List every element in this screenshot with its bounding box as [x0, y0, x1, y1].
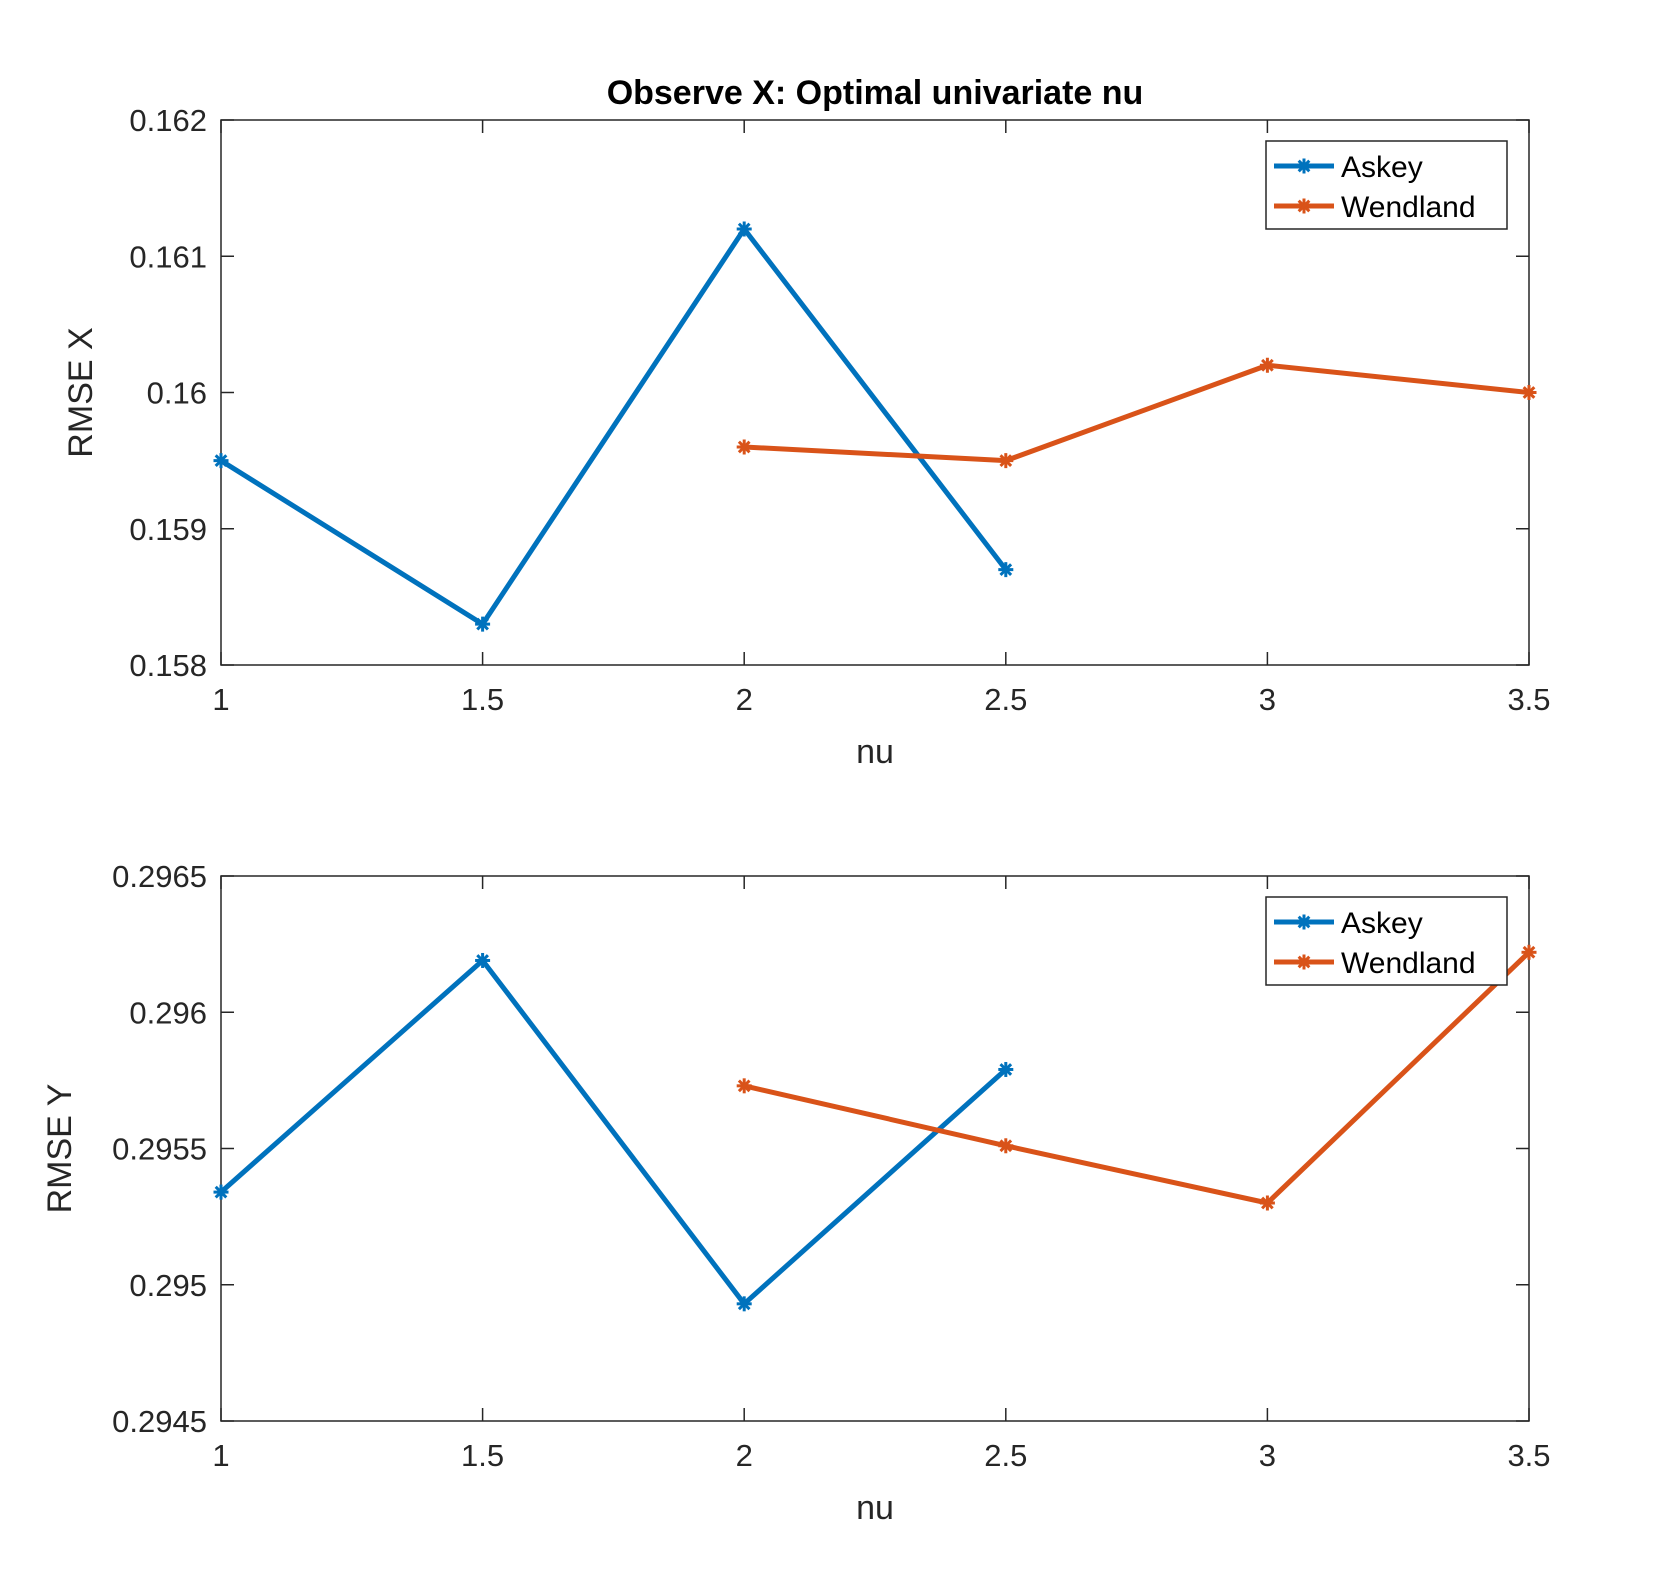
legend-label: Askey — [1341, 907, 1423, 940]
legend: Askey Wendland — [1265, 896, 1508, 986]
y-tick-label: 0.158 — [129, 648, 207, 683]
legend-marker — [1296, 198, 1312, 214]
data-point — [1521, 385, 1537, 400]
y-tick-label: 0.162 — [129, 103, 207, 138]
x-tick-label: 2 — [736, 682, 753, 717]
data-point — [213, 453, 229, 469]
data-point — [736, 439, 752, 455]
series-line — [219, 957, 1008, 1307]
legend-entry-askey: Askey — [1274, 151, 1423, 184]
legend-label: Wendland — [1341, 947, 1476, 980]
x-tick-label: 3.5 — [1507, 682, 1550, 717]
data-point — [736, 221, 752, 237]
data-point — [475, 952, 491, 968]
y-tick-label: 0.295 — [129, 1268, 207, 1303]
data-point — [1259, 357, 1275, 373]
x-tick-label: 3 — [1259, 682, 1276, 717]
series-line — [743, 950, 1531, 1206]
x-tick-label: 2.5 — [984, 682, 1027, 717]
data-point — [736, 1296, 752, 1312]
legend-entry-askey: Askey — [1274, 907, 1423, 940]
data-point — [213, 1184, 229, 1200]
legend-entry-wendland: Wendland — [1274, 947, 1476, 980]
y-axis-label: RMSE X — [62, 327, 100, 457]
series-askey — [213, 221, 1014, 632]
x-tick-label: 3.5 — [1507, 1438, 1550, 1473]
series-askey — [213, 952, 1014, 1312]
legend-label: Askey — [1341, 151, 1423, 184]
legend-entry-wendland: Wendland — [1274, 191, 1476, 224]
legend-box — [1265, 140, 1508, 230]
series-line — [219, 226, 1008, 627]
legend-box — [1265, 896, 1508, 986]
data-point — [1521, 944, 1537, 960]
chart-title: Observe X: Optimal univariate nu — [607, 74, 1144, 112]
legend-marker — [1296, 158, 1312, 174]
series-wendland — [736, 357, 1537, 469]
data-point — [736, 1078, 752, 1094]
y-tick-label: 0.2955 — [112, 1132, 207, 1167]
x-tick-label: 2 — [736, 1438, 753, 1473]
y-tick-label: 0.159 — [129, 512, 207, 547]
x-tick-label: 1.5 — [461, 1438, 504, 1473]
y-tick-label: 0.296 — [129, 995, 207, 1030]
y-tick-label: 0.161 — [129, 239, 207, 274]
series-line — [744, 362, 1530, 464]
legend: Askey Wendland — [1265, 140, 1508, 230]
data-point — [1259, 1195, 1275, 1211]
x-tick-label: 2.5 — [984, 1438, 1027, 1473]
legend-label: Wendland — [1341, 191, 1476, 224]
y-axis-label: RMSE Y — [41, 1084, 79, 1214]
y-tick-label: 0.16 — [147, 376, 207, 411]
x-tick-label: 3 — [1259, 1438, 1276, 1473]
legend-marker — [1296, 954, 1312, 970]
x-axis-label: nu — [856, 1489, 894, 1527]
y-tick-label: 0.2945 — [112, 1404, 207, 1439]
data-point — [998, 1061, 1014, 1077]
series-wendland — [736, 944, 1537, 1211]
y-tick-label: 0.2965 — [112, 859, 207, 894]
data-point — [998, 453, 1014, 469]
x-tick-label: 1 — [212, 1438, 229, 1473]
data-point — [475, 616, 491, 632]
x-tick-label: 1 — [212, 682, 229, 717]
data-point — [998, 1138, 1014, 1154]
subplot-2: 1 1.5 2 2.5 3 3.5 0.2945 0.295 0.2955 0.296 0.2965… — [41, 859, 1551, 1527]
legend-marker — [1296, 914, 1312, 930]
x-tick-label: 1.5 — [461, 682, 504, 717]
x-axis-label: nu — [856, 733, 894, 771]
subplot-1: 1 1.5 2 2.5 3 3.5 0.158 0.159 0.16 0.161 0.162 nu RM… — [62, 74, 1551, 771]
data-point — [998, 562, 1014, 578]
